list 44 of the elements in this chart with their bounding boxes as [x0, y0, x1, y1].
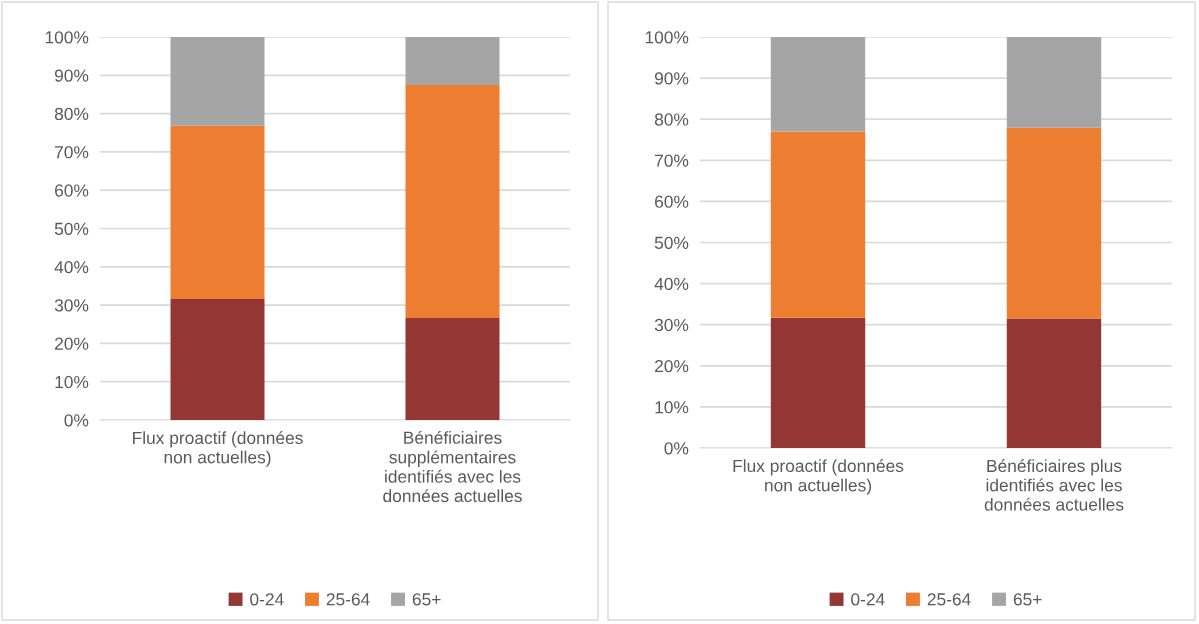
y-tick-label: 90%	[654, 72, 689, 85]
bar	[405, 318, 500, 420]
bar	[405, 84, 500, 319]
y-tick-label: 70%	[655, 154, 689, 167]
y-tick-label: 80%	[54, 107, 89, 121]
bar	[170, 298, 265, 420]
bar	[1006, 127, 1102, 319]
bar	[405, 37, 500, 85]
y-tick-label: 60%	[655, 195, 689, 208]
y-tick-label: 70%	[55, 146, 89, 159]
bar	[170, 125, 265, 299]
legend-label: 0-24	[250, 593, 284, 606]
y-tick-label: 50%	[54, 222, 89, 235]
y-tick-label: 100%	[645, 31, 689, 44]
y-tick-label: 10%	[655, 401, 689, 414]
legend-label: 25-64	[927, 593, 971, 606]
x-tick-label: Bénéficiaires supplémentaires identifiés avec les données actuelles	[383, 430, 522, 503]
y-tick-label: 80%	[654, 113, 689, 126]
y-tick-label: 60%	[55, 184, 89, 197]
y-tick-label: 20%	[55, 337, 89, 350]
y-tick-label: 30%	[54, 299, 89, 312]
bar	[770, 317, 866, 448]
y-tick-label: 50%	[654, 236, 689, 249]
y-tick-label: 40%	[54, 260, 89, 274]
y-tick-label: 90%	[54, 69, 89, 82]
bar	[1006, 318, 1102, 448]
y-tick-label: 100%	[45, 31, 89, 44]
x-tick-label: Bénéficiaires plus identifiés avec les données actuelles	[984, 459, 1124, 511]
y-tick-label: 30%	[654, 318, 689, 332]
legend-label: 25-64	[326, 593, 370, 606]
x-tick-label: Flux proactif (données non actuelles)	[733, 459, 904, 495]
legend-label: 65+	[412, 593, 441, 606]
y-tick-label: 0%	[64, 414, 89, 427]
y-tick-label: 20%	[655, 359, 689, 373]
legend-label: 0-24	[851, 593, 885, 606]
bar	[170, 37, 265, 126]
bar	[770, 37, 866, 132]
bar	[1006, 37, 1102, 128]
y-tick-label: 10%	[55, 375, 89, 389]
y-tick-label: 0%	[664, 442, 689, 455]
bar	[770, 131, 866, 318]
x-tick-label: Flux proactif (données non actuelles)	[133, 431, 303, 467]
y-tick-label: 40%	[654, 277, 689, 291]
legend-label: 65+	[1013, 593, 1042, 606]
